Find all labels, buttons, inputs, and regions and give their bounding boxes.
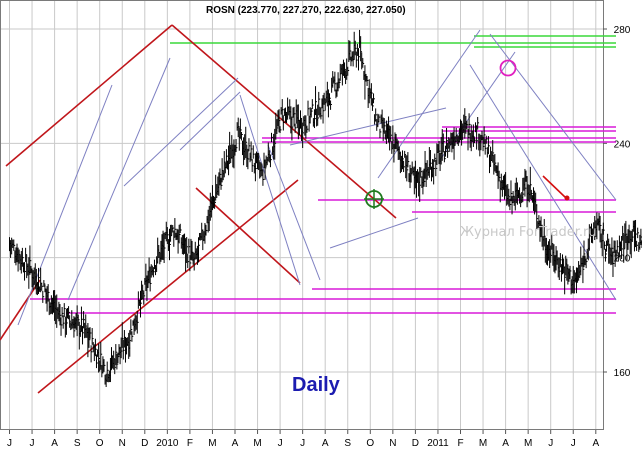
x-tick-label: A: [592, 438, 599, 449]
x-tick-label: M: [479, 438, 487, 449]
y-axis-ticks: 160 200 240 280: [603, 25, 631, 379]
channel-line-blue: [289, 107, 447, 146]
y-tick-label: 280: [614, 25, 631, 36]
x-tick-label: 2011: [427, 438, 449, 449]
x-tick-label: N: [389, 438, 396, 449]
crosshair-marker: [364, 189, 384, 209]
projection-target-dot: [564, 195, 570, 201]
x-tick-label: M: [208, 438, 216, 449]
x-tick-label: J: [7, 438, 12, 449]
x-tick-label: A: [51, 438, 58, 449]
channel-line-blue: [267, 144, 321, 281]
channel-line-blue: [239, 94, 301, 286]
x-tick-label: S: [74, 438, 81, 449]
chart-grid: [0, 0, 603, 430]
x-tick-label: O: [366, 438, 374, 449]
chart-title: ROSN (223.770, 227.270, 222.630, 227.050…: [206, 5, 406, 16]
channel-line-blue: [123, 77, 239, 187]
projection-arrow: [542, 175, 567, 199]
x-tick-label: D: [141, 438, 148, 449]
trendline-red: [37, 179, 299, 394]
reversal-circle-marker: [499, 59, 517, 77]
x-tick-label: D: [412, 438, 419, 449]
x-axis-ticks: J J A S O N D 2010 F M A M J J A S O N D 2011 F M A M J J A: [7, 430, 599, 449]
x-tick-label: J: [571, 438, 576, 449]
x-tick-label: M: [524, 438, 532, 449]
x-tick-label: S: [344, 438, 351, 449]
watermark: Журнал ForTrader.ru: [460, 225, 597, 240]
x-tick-label: J: [278, 438, 283, 449]
x-tick-label: N: [119, 438, 126, 449]
channel-line-blue: [329, 217, 419, 249]
x-tick-label: A: [322, 438, 329, 449]
channel-line-blue: [489, 33, 617, 201]
price-series: [9, 29, 642, 388]
x-tick-label: 2010: [156, 438, 179, 449]
y-tick-label: 200: [614, 254, 631, 265]
x-tick-label: A: [232, 438, 239, 449]
x-tick-label: F: [187, 438, 193, 449]
channel-line-blue: [179, 91, 241, 151]
x-tick-label: A: [502, 438, 509, 449]
plot-area-frame: [0, 0, 604, 430]
y-tick-label: 240: [614, 139, 631, 150]
x-tick-label: M: [253, 438, 261, 449]
channel-line-blue: [17, 84, 113, 326]
x-tick-label: J: [30, 438, 35, 449]
channel-line-blue: [469, 64, 617, 301]
channel-line-blue: [377, 29, 481, 179]
y-tick-label: 160: [614, 368, 631, 379]
x-tick-label: O: [96, 438, 104, 449]
timeframe-label: Daily: [292, 374, 341, 396]
trendline-red: [171, 24, 397, 219]
x-tick-label: J: [300, 438, 305, 449]
x-tick-label: F: [457, 438, 463, 449]
x-tick-label: J: [548, 438, 553, 449]
trendline-red: [0, 279, 41, 341]
trendline-red: [5, 24, 173, 167]
channel-line-blue: [67, 57, 171, 301]
